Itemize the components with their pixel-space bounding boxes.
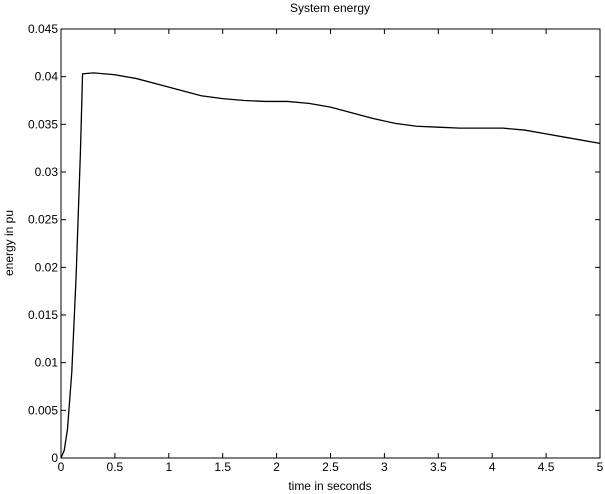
y-tick-label: 0.015	[28, 308, 58, 322]
series-line-system-energy	[60, 72, 601, 459]
y-tick-label: 0.01	[35, 356, 59, 370]
x-tick-label: 2.5	[322, 460, 339, 474]
y-tick-label: 0.005	[28, 403, 58, 417]
x-tick-label: 3	[381, 460, 388, 474]
plot-area-frame	[60, 28, 601, 459]
y-tick-label: 0	[51, 451, 58, 465]
y-tick-label: 0.035	[28, 117, 58, 131]
x-tick-label: 0.5	[107, 460, 124, 474]
x-tick-label: 3.5	[430, 460, 447, 474]
y-tick-label: 0.025	[28, 213, 58, 227]
x-tick-label: 0	[58, 460, 65, 474]
x-axis-label: time in seconds	[288, 479, 371, 493]
x-tick-label: 1.5	[214, 460, 231, 474]
chart-title: System energy	[290, 1, 370, 15]
y-tick-label: 0.02	[35, 260, 59, 274]
y-axis-label: energy in pu	[2, 210, 16, 276]
x-tick-label: 5	[597, 460, 604, 474]
x-tick-label: 1	[165, 460, 172, 474]
x-axis-ticks: 0 0.5 1 1.5 2 2.5 3 3.5 4 4.5 5	[58, 29, 604, 474]
y-tick-label: 0.03	[35, 165, 59, 179]
x-tick-label: 4	[489, 460, 496, 474]
x-tick-label: 4.5	[538, 460, 555, 474]
x-tick-label: 2	[273, 460, 280, 474]
y-tick-label: 0.04	[35, 70, 59, 84]
y-tick-label: 0.045	[28, 22, 58, 36]
y-axis-ticks: 0 0.005 0.01 0.015 0.02 0.025 0.03 0.035 0.04 0.0…	[28, 22, 600, 465]
